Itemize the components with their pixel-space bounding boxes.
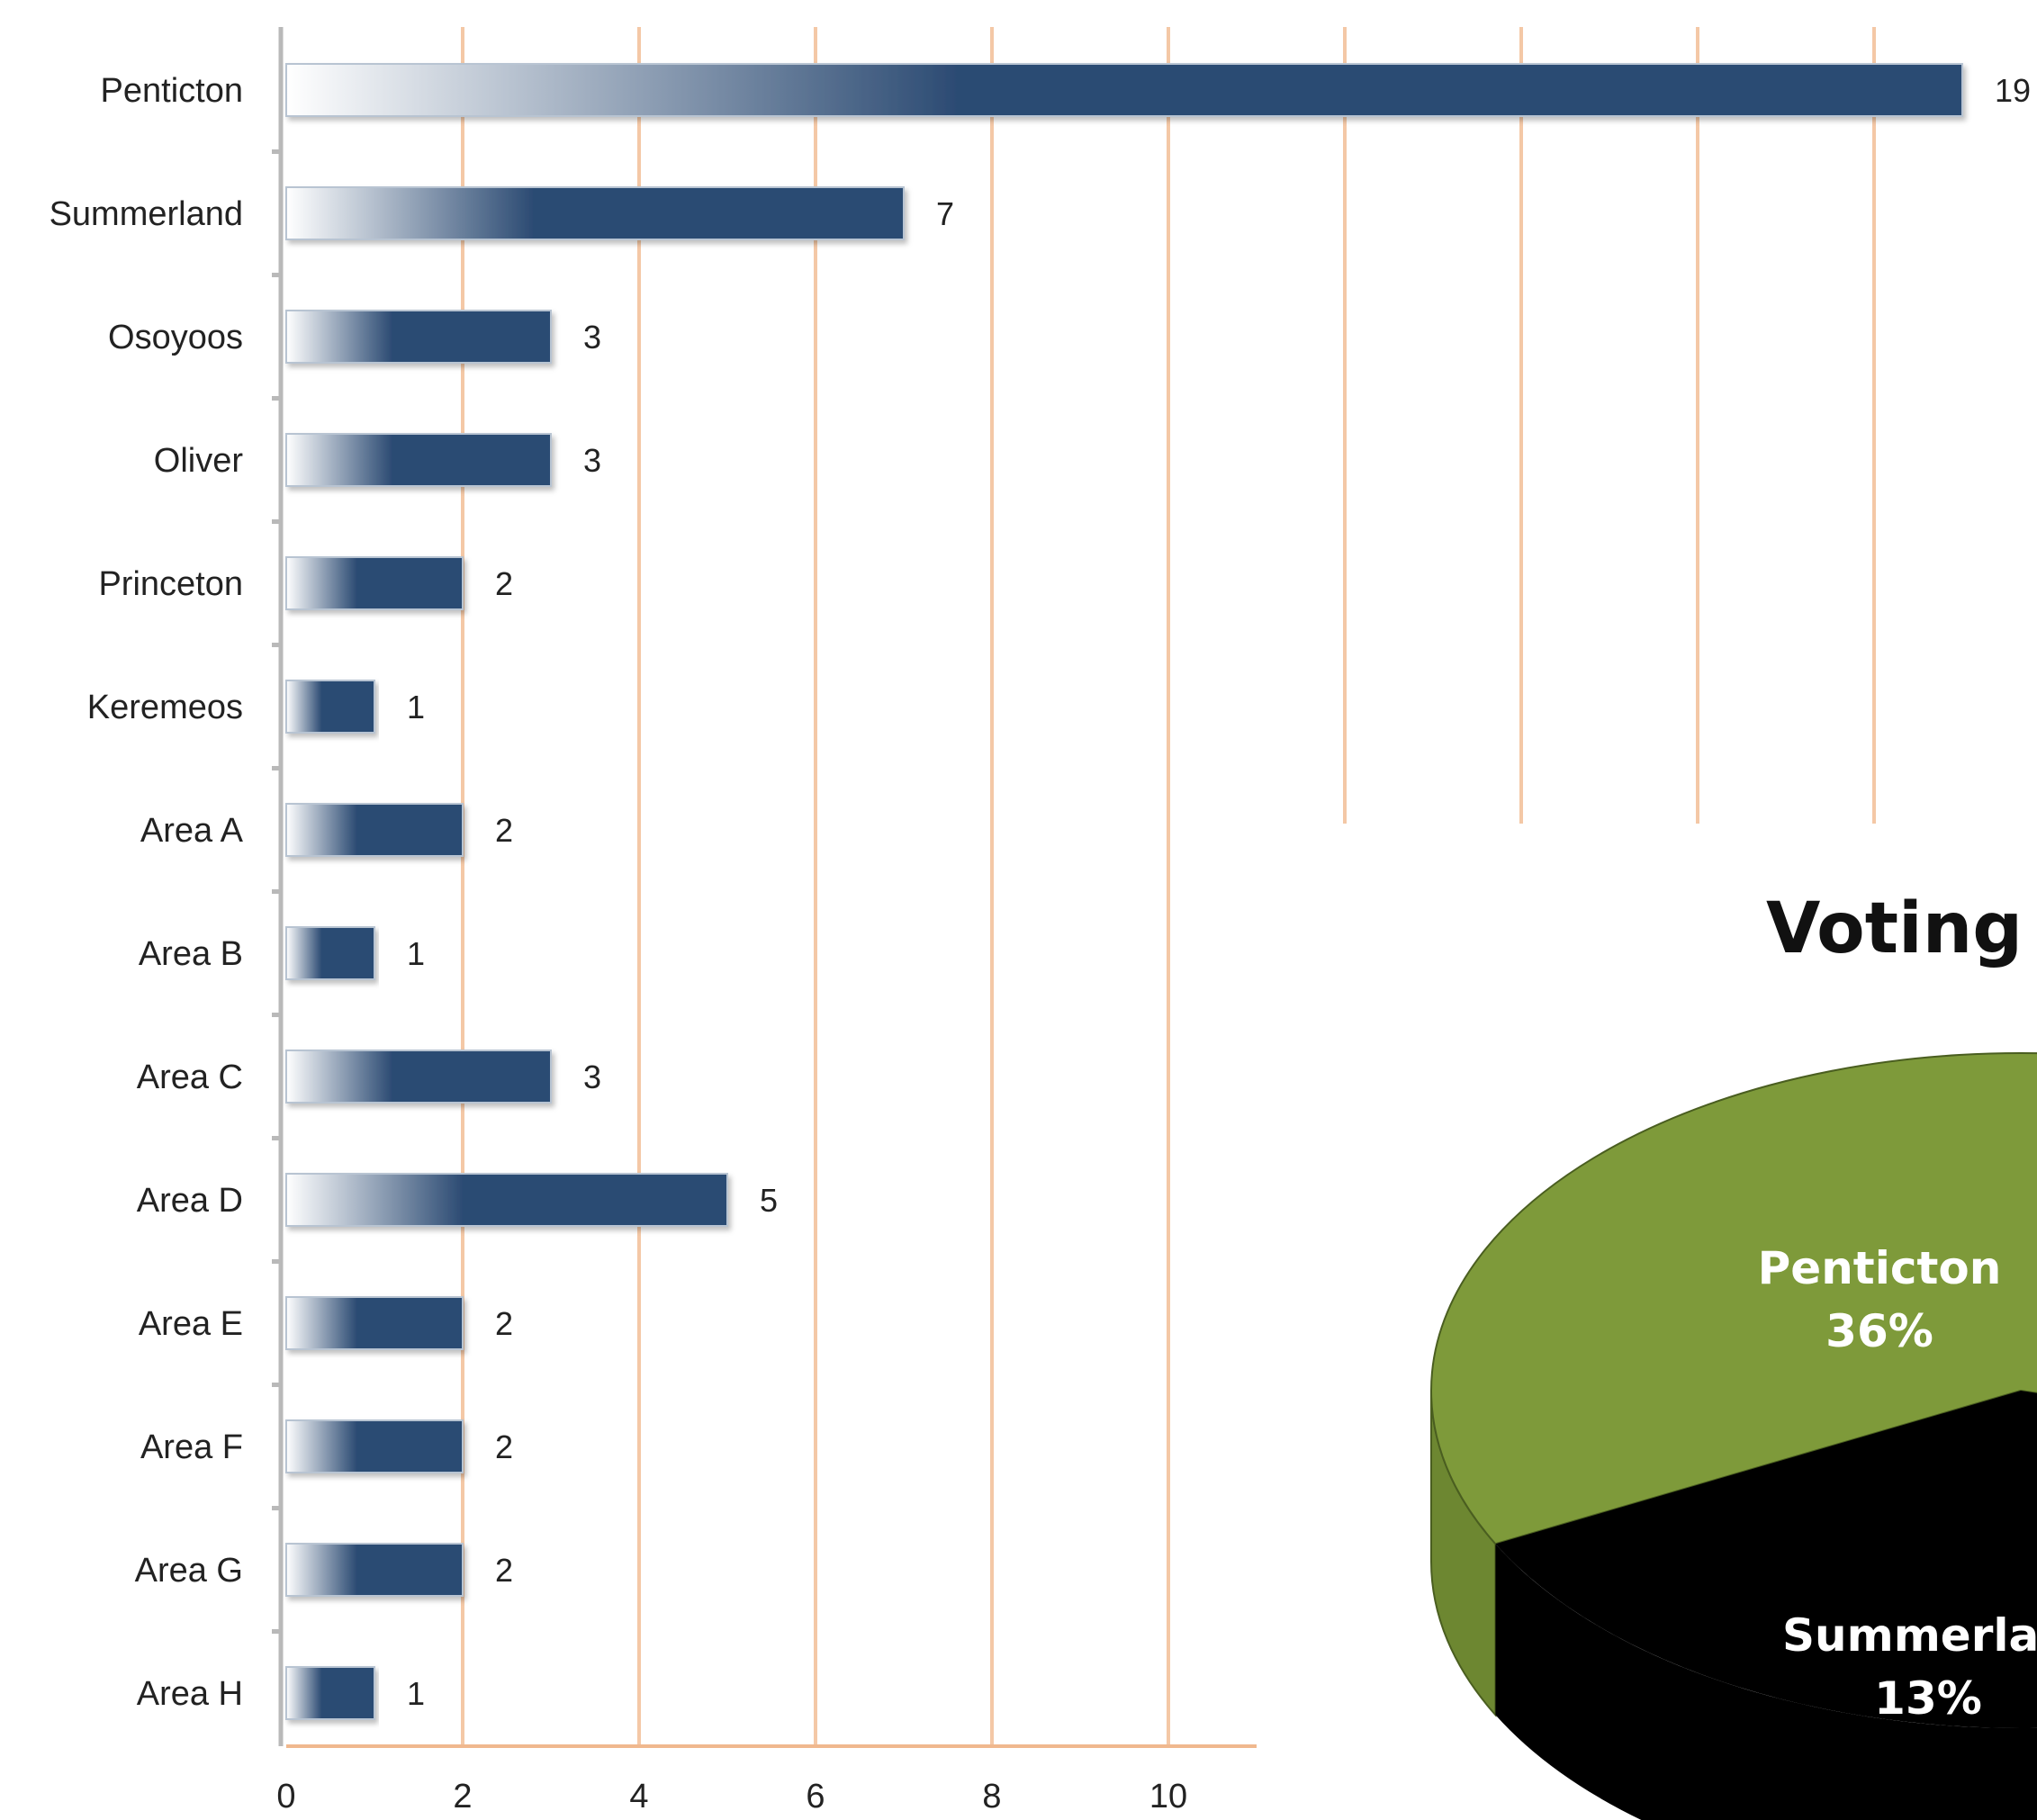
pie-slice-summerland (1495, 1391, 2037, 1728)
bar-summerland (285, 186, 905, 240)
bar-osoyoos (285, 310, 552, 364)
value-label: 2 (495, 812, 513, 849)
category-label: Osoyoos (108, 319, 243, 356)
slice-label-summerland-name: Summerlan (1782, 1609, 2037, 1662)
category-label: Oliver (154, 442, 244, 480)
bar-oliver (285, 433, 552, 487)
value-label: 3 (583, 319, 601, 356)
value-label: 1 (407, 1675, 425, 1712)
value-label: 2 (495, 1428, 513, 1465)
bar-area-g (285, 1543, 464, 1597)
category-label: Area C (137, 1059, 243, 1096)
bar-area-e (285, 1296, 464, 1350)
bar-princeton (285, 556, 464, 610)
bar-area-h (285, 1666, 375, 1720)
category-label: Princeton (98, 565, 243, 603)
value-label: 19 (1995, 72, 2031, 109)
grid-layer (272, 27, 1876, 1748)
labels-layer: 0 2 4 6 8 10 Penticton 19 Summerland 7 Osoyoos 3 Oli… (50, 72, 2031, 1815)
value-label: 5 (760, 1182, 778, 1219)
value-label: 2 (495, 565, 513, 602)
category-label: Area F (140, 1428, 243, 1466)
value-label: 1 (407, 935, 425, 972)
pie-side-summerland (1495, 1544, 2037, 1820)
bar-area-d (285, 1173, 728, 1227)
value-label: 2 (495, 1552, 513, 1589)
category-label: Summerland (50, 195, 243, 233)
value-label: 7 (936, 195, 954, 232)
category-label: Area A (140, 812, 244, 850)
category-label: Area H (137, 1675, 243, 1713)
bars-layer (285, 63, 1963, 1720)
bar-area-f (285, 1419, 464, 1473)
value-label: 3 (583, 442, 601, 479)
x-tick-label: 0 (276, 1778, 295, 1815)
pie-title: Voting S (1766, 888, 2037, 969)
category-label: Area E (139, 1305, 243, 1343)
category-label: Keremeos (87, 689, 243, 726)
bar-keremeos (285, 680, 375, 734)
slice-label-penticton-pct: 36% (1825, 1305, 1933, 1357)
bar-area-c (285, 1050, 552, 1104)
x-tick-label: 6 (806, 1778, 825, 1815)
x-tick-label: 4 (629, 1778, 648, 1815)
x-tick-label: 8 (982, 1778, 1001, 1815)
x-tick-label: 2 (453, 1778, 472, 1815)
bar-area-a (285, 803, 464, 857)
value-label: 2 (495, 1305, 513, 1342)
x-tick-label: 10 (1149, 1778, 1187, 1815)
slice-label-summerland-pct: 13% (1874, 1672, 1982, 1725)
bar-area-b (285, 926, 375, 980)
bar-penticton (285, 63, 1963, 117)
value-label: 3 (583, 1059, 601, 1095)
category-label: Area D (137, 1182, 243, 1220)
category-label: Area B (139, 935, 243, 973)
category-label: Area G (135, 1552, 243, 1590)
value-label: 1 (407, 689, 425, 725)
pie-slice-penticton (1430, 1052, 2037, 1545)
category-label: Penticton (101, 72, 243, 110)
slice-label-penticton-name: Penticton (1758, 1242, 2002, 1294)
pie-chart: Voting S Penticton 36% Summerlan 13% (1430, 888, 2037, 1820)
